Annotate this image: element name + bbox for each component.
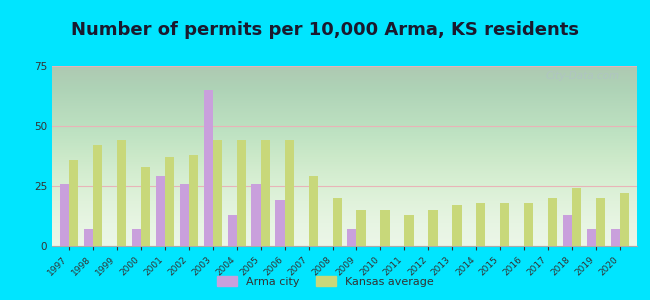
Bar [587, 229, 596, 246]
Bar [131, 229, 140, 246]
Bar [117, 140, 126, 246]
Bar [237, 140, 246, 246]
Bar [380, 210, 389, 246]
Bar [428, 210, 437, 246]
Bar [347, 229, 356, 246]
Bar [179, 184, 188, 246]
Bar [549, 198, 558, 246]
Bar [84, 229, 93, 246]
Legend: Arma city, Kansas average: Arma city, Kansas average [212, 272, 438, 291]
Bar [572, 188, 581, 246]
Bar [309, 176, 318, 246]
Bar [60, 184, 69, 246]
Bar [188, 155, 198, 246]
Bar [213, 140, 222, 246]
Bar [155, 176, 164, 246]
Bar [500, 203, 510, 246]
Bar [611, 229, 620, 246]
Bar [452, 205, 462, 246]
Bar [563, 215, 572, 246]
Bar [476, 203, 486, 246]
Bar [333, 198, 342, 246]
Bar [252, 184, 261, 246]
Bar [203, 90, 213, 246]
Text: City-Data.com: City-Data.com [545, 71, 619, 81]
Bar [356, 210, 365, 246]
Bar [227, 215, 237, 246]
Bar [620, 193, 629, 246]
Bar [404, 215, 413, 246]
Bar [93, 145, 102, 246]
Text: Number of permits per 10,000 Arma, KS residents: Number of permits per 10,000 Arma, KS re… [71, 21, 579, 39]
Bar [525, 203, 534, 246]
Bar [140, 167, 150, 246]
Bar [596, 198, 605, 246]
Bar [164, 157, 174, 246]
Bar [261, 140, 270, 246]
Bar [69, 160, 78, 246]
Bar [285, 140, 294, 246]
Bar [276, 200, 285, 246]
